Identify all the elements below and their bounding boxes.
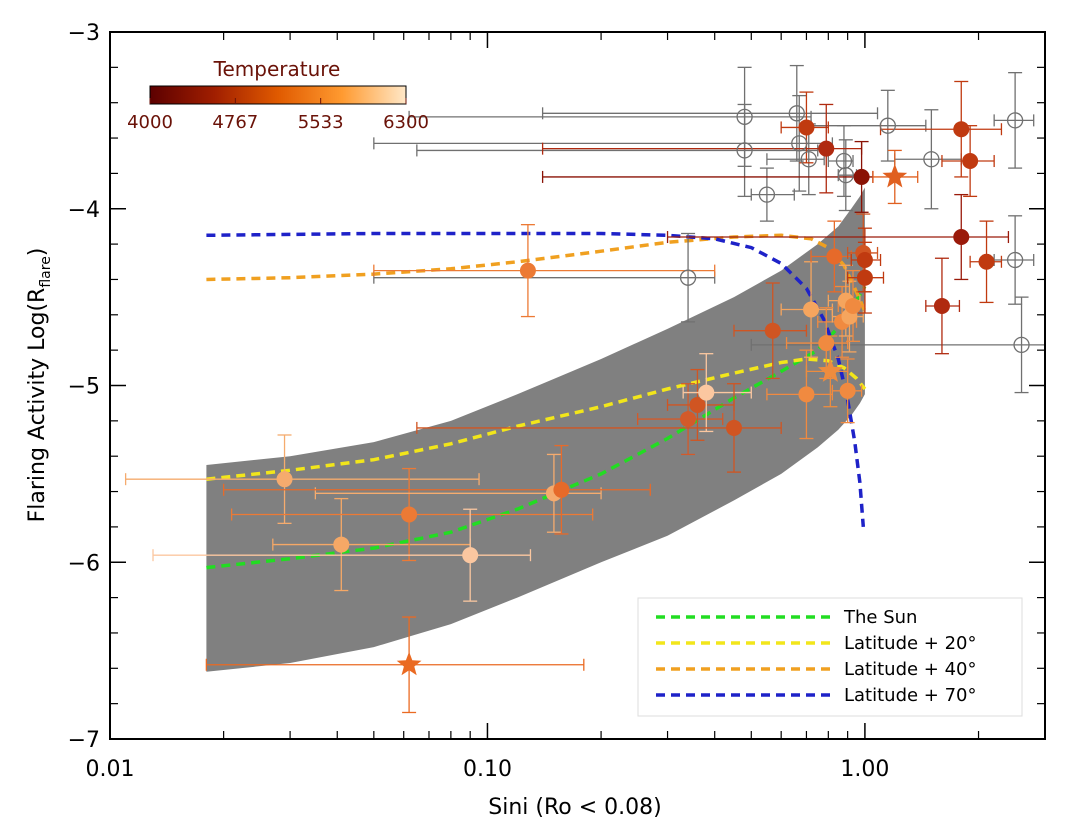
- open-errorbar-12: [993, 215, 1035, 305]
- errorbar-27: [541, 103, 863, 194]
- tick-layer: 0.01 0.10 1.00 −3 −4 −5 −6 −7: [68, 21, 1046, 782]
- star-point-16: [818, 358, 843, 382]
- legend-label-3: Latitude + 70°: [844, 685, 977, 706]
- series-line-3: [206, 231, 866, 528]
- x-tick-label-1: 0.10: [463, 757, 512, 782]
- open-point-0: [736, 108, 753, 125]
- open-point-9: [923, 151, 940, 168]
- colorbar-tick-label-3: 6300: [383, 112, 429, 133]
- band-layer: [206, 187, 865, 672]
- data-point-17: [826, 248, 843, 265]
- data-point-3: [462, 547, 479, 564]
- open-errorbar-1: [541, 64, 879, 162]
- data-point-15: [818, 335, 835, 352]
- x-tick-label-0: 0.01: [86, 757, 135, 782]
- open-errorbar-0: [408, 66, 812, 167]
- data-point-25: [856, 252, 873, 269]
- data-point-33: [978, 253, 995, 270]
- y-tick-label-3: −6: [68, 551, 100, 576]
- model-band: [206, 187, 865, 672]
- legend: The Sun Latitude + 20° Latitude + 40° Latit…: [637, 597, 1023, 717]
- open-point-2: [791, 135, 808, 152]
- data-point-1: [333, 536, 350, 553]
- open-point-8: [879, 117, 896, 134]
- data-point-31: [962, 153, 979, 170]
- y-tick-label-4: −7: [68, 728, 100, 753]
- x-axis-title: Sini (Ro < 0.08): [488, 795, 661, 820]
- data-point-8: [680, 411, 697, 428]
- series-line-1: [206, 357, 867, 481]
- point-layer: [276, 105, 1030, 676]
- data-point-10: [698, 384, 715, 401]
- colorbar-title: Temperature: [213, 57, 341, 81]
- data-point-13: [798, 386, 815, 403]
- y-axis-title: Flaring Activity Log(Rflare): [25, 248, 54, 523]
- legend-label-1: Latitude + 20°: [844, 633, 977, 654]
- open-point-11: [1006, 112, 1024, 129]
- colorbar-tick-label-1: 4767: [212, 112, 258, 133]
- open-point-7: [837, 167, 854, 184]
- data-point-24: [856, 269, 873, 286]
- open-errorbar-11: [993, 72, 1035, 169]
- open-point-1: [788, 105, 805, 122]
- y-tick-label-1: −4: [68, 198, 100, 223]
- y-axis-title-sub: flare: [38, 256, 54, 287]
- open-point-3: [736, 142, 753, 159]
- y-tick-label-0: −3: [68, 21, 100, 46]
- data-point-5: [519, 262, 536, 279]
- data-point-34: [933, 297, 950, 314]
- series-line-2: [206, 233, 867, 313]
- colorbar: Temperature 4000 4767 5533 6300: [127, 57, 429, 133]
- data-point-32: [953, 229, 970, 246]
- data-point-21: [839, 382, 856, 399]
- errorbar-30: [879, 80, 1003, 178]
- legend-label-0: The Sun: [843, 607, 917, 628]
- data-point-0: [276, 471, 293, 488]
- data-point-11: [726, 419, 743, 436]
- open-errorbar-10: [373, 232, 716, 323]
- data-point-7: [553, 481, 570, 498]
- open-errorbar-4: [750, 167, 795, 222]
- star-point-4: [396, 651, 422, 676]
- open-point-10: [679, 269, 697, 286]
- data-point-30: [953, 121, 970, 138]
- data-point-27: [818, 140, 835, 157]
- data-point-28: [853, 168, 870, 185]
- open-errorbar-5: [766, 123, 825, 196]
- data-point-22: [845, 297, 862, 314]
- open-errorbar-8: [810, 89, 927, 162]
- data-point-14: [803, 301, 820, 318]
- colorbar-gradient: [149, 85, 407, 105]
- y-axis-title-main: Flaring Activity Log(R: [25, 288, 50, 523]
- legend-label-2: Latitude + 40°: [844, 659, 977, 680]
- colorbar-tick-label-2: 5533: [298, 112, 344, 133]
- open-errorbar-9: [894, 109, 962, 210]
- errorbar-5: [373, 224, 716, 318]
- data-point-2: [401, 506, 418, 523]
- series-line-0: [206, 285, 867, 570]
- colorbar-tick-label-0: 4000: [127, 112, 173, 133]
- errorbar-layer: [124, 64, 1046, 714]
- y-axis-title-close: ): [25, 248, 50, 257]
- open-point-5: [800, 151, 817, 168]
- open-point-4: [758, 186, 776, 203]
- open-point-12: [1006, 251, 1024, 269]
- open-point-13: [1013, 336, 1030, 353]
- curve-layer: [206, 231, 867, 570]
- star-point-29: [882, 163, 908, 188]
- data-point-12: [764, 322, 781, 339]
- data-point-9: [689, 396, 706, 413]
- open-errorbar-6: [827, 125, 854, 198]
- open-errorbar-3: [416, 103, 819, 198]
- y-tick-label-2: −5: [68, 375, 100, 400]
- data-point-26: [798, 119, 815, 136]
- x-tick-label-2: 1.00: [840, 757, 889, 782]
